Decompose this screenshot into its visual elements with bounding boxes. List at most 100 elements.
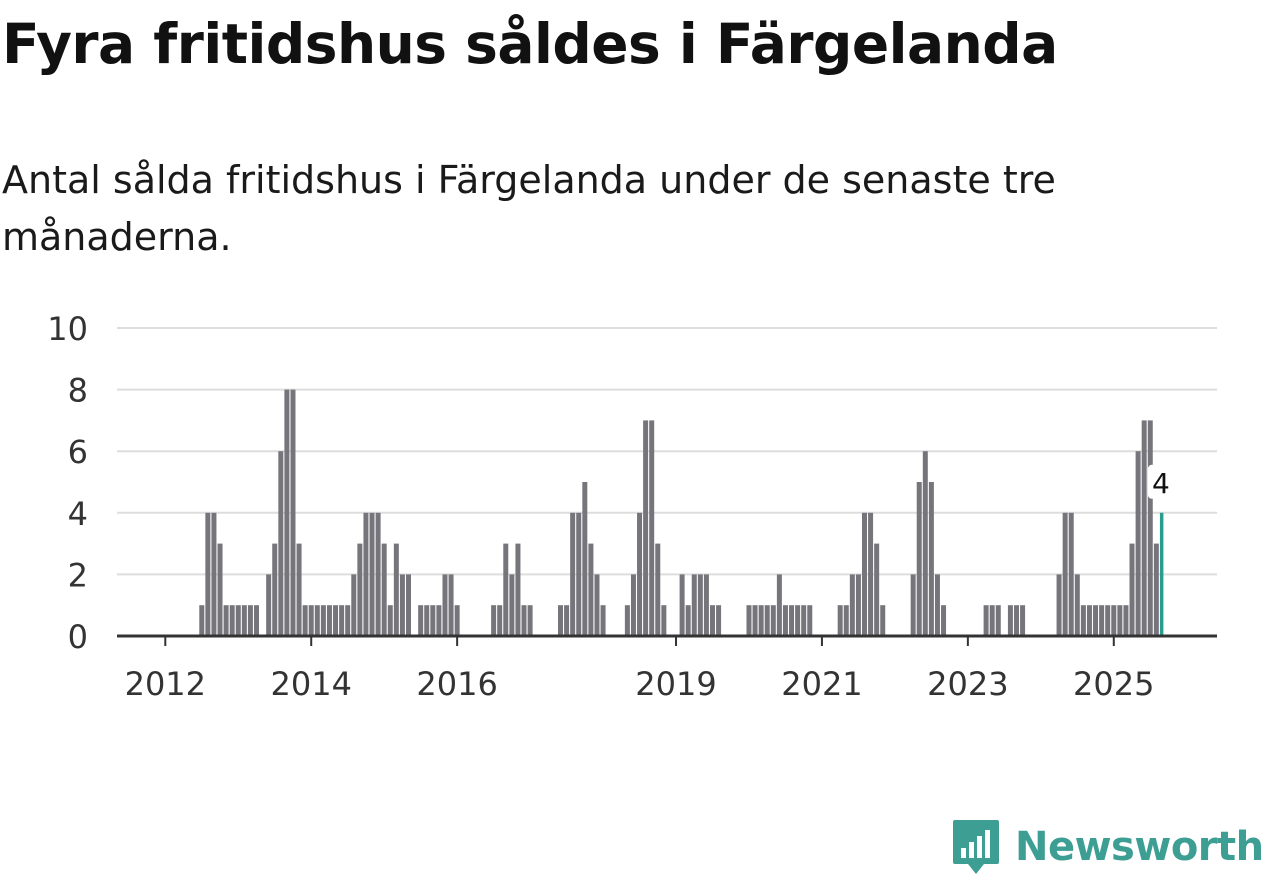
bar <box>941 605 947 636</box>
y-tick-label: 2 <box>68 556 88 594</box>
bar <box>1117 605 1123 636</box>
bar <box>855 574 861 636</box>
bar <box>843 605 849 636</box>
x-tick-label: 2023 <box>927 665 1008 703</box>
bar <box>497 605 503 636</box>
bar <box>284 389 290 636</box>
bar <box>454 605 460 636</box>
bar <box>254 605 259 636</box>
x-tick-label: 2021 <box>781 665 862 703</box>
x-tick-label: 2014 <box>271 665 352 703</box>
bar <box>326 605 332 636</box>
bar <box>521 605 527 636</box>
bar <box>564 605 570 636</box>
bar <box>1056 574 1062 636</box>
bar <box>205 512 211 636</box>
bar <box>710 605 715 636</box>
bar <box>1093 605 1099 636</box>
bar <box>588 543 594 636</box>
bar <box>752 605 758 636</box>
bar <box>880 605 886 636</box>
bar <box>393 543 399 636</box>
chart-subtitle: Antal sålda fritidshus i Färgelanda unde… <box>2 158 1056 259</box>
bar <box>235 605 241 636</box>
bar <box>1141 420 1147 636</box>
bar <box>515 543 521 636</box>
y-tick-label: 6 <box>68 433 88 471</box>
bar <box>776 574 782 636</box>
bar <box>916 482 922 636</box>
bar <box>995 605 1001 636</box>
bar <box>357 543 363 636</box>
bar <box>655 543 661 636</box>
y-tick-label: 8 <box>68 372 88 410</box>
annotations: 4 <box>1147 464 1174 500</box>
bar <box>430 605 436 636</box>
bar <box>801 605 807 636</box>
bar <box>1099 605 1105 636</box>
bar <box>247 605 253 636</box>
bar <box>302 605 308 636</box>
bar <box>1105 605 1111 636</box>
bars <box>199 389 1164 636</box>
bar <box>764 605 770 636</box>
bar <box>308 605 314 636</box>
bar <box>703 574 709 636</box>
bar <box>1080 605 1086 636</box>
bar <box>782 605 788 636</box>
y-tick-label: 10 <box>47 310 88 348</box>
bar <box>934 574 940 636</box>
bar <box>770 605 776 636</box>
bar <box>387 605 393 636</box>
bar <box>229 605 235 636</box>
bar <box>1007 605 1013 636</box>
bar <box>910 574 916 636</box>
bar <box>266 574 272 636</box>
bar <box>1020 605 1026 636</box>
bar <box>199 605 205 636</box>
bar <box>448 574 454 636</box>
bar <box>278 451 284 636</box>
bar <box>1062 512 1068 636</box>
x-tick-label: 2019 <box>635 665 716 703</box>
bar <box>576 512 582 636</box>
bar <box>789 605 795 636</box>
bar <box>1123 605 1129 636</box>
bar <box>600 605 606 636</box>
x-tick-label: 2012 <box>125 665 206 703</box>
bar <box>363 512 369 636</box>
bar <box>849 574 855 636</box>
bar <box>983 605 989 636</box>
bar <box>637 512 643 636</box>
bar-chart: 0 2 4 6 8 10 2012 2014 2016 2019 2021 2023 2025 4 <box>47 310 1217 703</box>
bar <box>868 512 874 636</box>
y-tick-label: 4 <box>68 495 88 533</box>
bar-chart-speech-bubble-icon <box>953 820 999 874</box>
bar <box>989 605 995 636</box>
bar <box>716 605 722 636</box>
y-tick-label: 0 <box>68 618 88 656</box>
bar <box>837 605 843 636</box>
bar <box>399 574 405 636</box>
bar <box>1014 605 1019 636</box>
bar <box>424 605 430 636</box>
bar <box>630 574 636 636</box>
bar <box>436 605 442 636</box>
bar <box>1129 543 1135 636</box>
bar <box>685 605 691 636</box>
bar <box>862 512 867 636</box>
bar <box>320 605 326 636</box>
annotation-label: 4 <box>1152 467 1170 500</box>
bar <box>1086 605 1092 636</box>
bar <box>928 482 934 636</box>
bar <box>442 574 448 636</box>
bar <box>491 605 497 636</box>
bar <box>697 574 703 636</box>
grid-lines <box>117 327 1217 576</box>
bar <box>649 420 655 636</box>
bar <box>874 543 880 636</box>
bar <box>691 574 697 636</box>
bar <box>594 574 600 636</box>
x-tick-label: 2016 <box>416 665 497 703</box>
brand-name: Newsworthy <box>1015 824 1262 870</box>
